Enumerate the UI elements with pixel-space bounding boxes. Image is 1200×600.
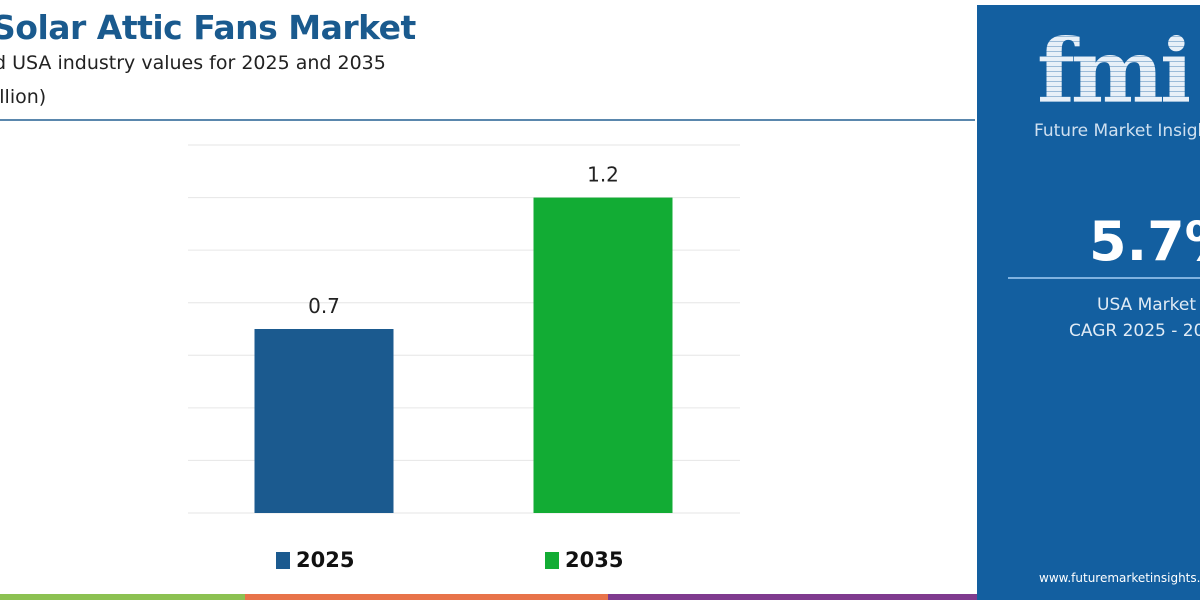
fmi-logo: fmi — [1037, 19, 1193, 123]
bar-chart: 0.7 1.2 — [188, 144, 740, 514]
panel-divider — [1008, 277, 1200, 279]
data-label-2025: 0.7 — [308, 294, 340, 318]
header-divider — [0, 119, 975, 121]
brand-name: Future Market Insights — [1034, 121, 1200, 141]
color-strip-purple — [608, 594, 977, 600]
subtitle-line-2: illion) — [0, 86, 47, 108]
legend-item-2035: 2035 — [545, 548, 623, 572]
cagr-value: 5.7% — [1089, 210, 1200, 273]
legend-label-2035: 2035 — [565, 548, 624, 572]
legend-swatch-2025 — [276, 551, 290, 569]
cagr-panel: fmi Future Market Insights 5.7% USA Mark… — [977, 5, 1200, 600]
subtitle-line-1: d USA industry values for 2025 and 2035 — [0, 52, 386, 74]
cagr-label-line-1: USA Market — [1097, 295, 1197, 315]
legend-item-2025: 2025 — [276, 548, 354, 572]
legend-label-2025: 2025 — [296, 548, 355, 572]
legend-swatch-2035 — [545, 551, 559, 569]
website-link[interactable]: www.futuremarketinsights.com — [1039, 571, 1200, 585]
data-label-2035: 1.2 — [587, 163, 619, 187]
bar-2035 — [533, 197, 673, 514]
cagr-label-line-2: CAGR 2025 - 2035 — [1069, 321, 1200, 341]
bar-2025 — [254, 329, 394, 513]
page-title: Solar Attic Fans Market — [0, 8, 416, 47]
color-strip-orange — [245, 594, 608, 600]
color-strip-green — [0, 594, 245, 600]
